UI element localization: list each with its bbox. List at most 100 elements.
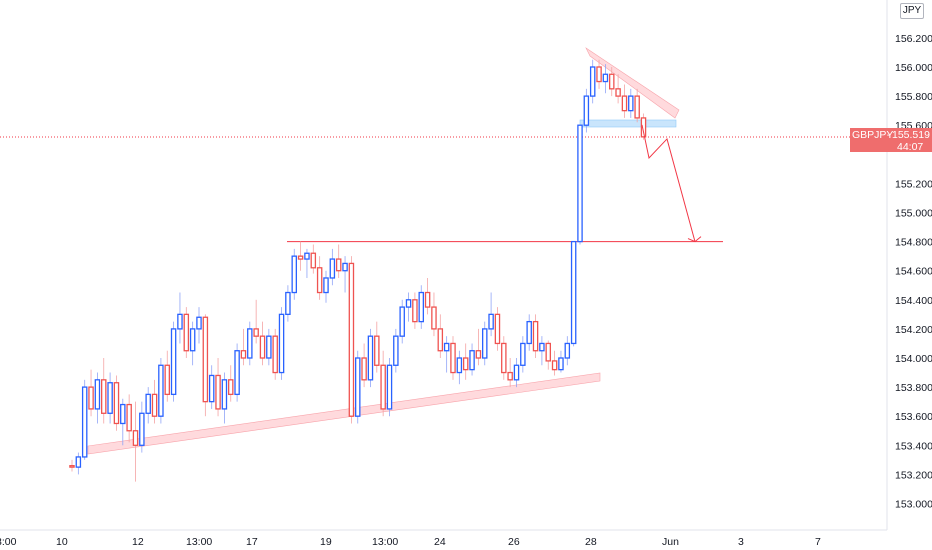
x-tick-label: Jun xyxy=(662,536,679,548)
x-tick-label: 28 xyxy=(585,536,597,548)
candle-body xyxy=(418,291,424,323)
candle-body xyxy=(640,117,647,138)
candle-body xyxy=(488,313,494,330)
candle xyxy=(291,248,297,300)
candle xyxy=(558,350,564,373)
candle xyxy=(132,401,139,482)
price-axis[interactable]: 156.200156.000155.800155.600155.200155.0… xyxy=(886,0,932,530)
candle-body xyxy=(234,350,240,396)
candle xyxy=(589,59,596,104)
candle-body xyxy=(329,258,336,279)
candle xyxy=(640,113,647,140)
candle xyxy=(628,88,634,118)
x-tick-label: 10 xyxy=(56,536,68,548)
candle-body xyxy=(164,364,170,396)
candle xyxy=(551,350,558,376)
y-tick-label: 154.400 xyxy=(895,295,932,307)
candle-body xyxy=(558,357,564,371)
candle-body xyxy=(424,291,431,308)
candle-body xyxy=(399,306,405,337)
candle-body xyxy=(481,328,488,359)
time-axis[interactable]: 3:00 10 12 13:00 17 19 13:00 24 26 28 Jun 3 7 xyxy=(0,529,887,548)
candle xyxy=(272,328,278,380)
candle-body xyxy=(75,456,82,468)
candle xyxy=(177,292,183,344)
last-price-value: 155.519 xyxy=(892,129,930,141)
candle xyxy=(374,321,380,373)
x-tick-label: 3 xyxy=(738,536,744,548)
candle xyxy=(393,328,399,373)
candle xyxy=(310,244,317,274)
candle-body xyxy=(393,335,399,366)
last-price-label: GBPJPY - 155.519 44:07 xyxy=(850,128,932,153)
candle-body xyxy=(545,342,552,362)
candle-body xyxy=(609,73,615,90)
candle xyxy=(634,88,640,123)
candle-body xyxy=(634,95,640,119)
candle-body xyxy=(532,320,539,352)
candle xyxy=(196,307,202,344)
candle-body xyxy=(208,374,215,403)
candle xyxy=(507,358,513,388)
candle xyxy=(412,292,418,329)
candle-body xyxy=(405,299,412,308)
candlestick-series xyxy=(69,59,647,482)
candle-body xyxy=(602,73,609,83)
candle xyxy=(266,328,272,366)
candle xyxy=(361,343,367,388)
candle-body xyxy=(113,382,120,425)
candle xyxy=(469,343,475,376)
candle-body xyxy=(621,95,628,112)
candle-body xyxy=(266,335,272,359)
candle xyxy=(278,307,285,380)
candle-body xyxy=(189,328,196,352)
candle xyxy=(526,314,532,351)
x-tick-label: 7 xyxy=(815,536,821,548)
candle xyxy=(259,321,266,366)
candle-body xyxy=(412,299,418,323)
candle-body xyxy=(539,342,545,352)
candle-body xyxy=(335,258,342,272)
candle xyxy=(348,256,355,424)
y-tick-label: 155.800 xyxy=(895,91,932,103)
candle xyxy=(151,379,158,424)
y-tick-label: 153.800 xyxy=(895,382,932,394)
bar-countdown: 44:07 xyxy=(897,141,924,153)
y-tick-label: 153.400 xyxy=(895,440,932,452)
candle xyxy=(285,285,291,322)
candle xyxy=(564,336,571,366)
candle-body xyxy=(526,320,532,345)
candle-body xyxy=(240,350,247,359)
resistance-trendline-zone xyxy=(585,47,680,119)
candle xyxy=(481,321,488,366)
candle xyxy=(323,270,329,303)
candle-body xyxy=(158,364,164,417)
candle xyxy=(126,394,132,443)
candle xyxy=(570,240,577,347)
candle-body xyxy=(88,386,94,410)
candle-body xyxy=(69,465,75,468)
candle xyxy=(488,292,494,337)
candle xyxy=(342,256,348,293)
y-tick-label: 156.000 xyxy=(895,62,932,74)
candle xyxy=(329,248,336,286)
y-tick-label: 155.200 xyxy=(895,178,932,190)
candle xyxy=(386,358,393,417)
candle-body xyxy=(342,262,348,272)
candle-body xyxy=(431,306,437,330)
candle xyxy=(462,343,469,380)
currency-label[interactable]: JPY xyxy=(900,3,924,19)
candle-body xyxy=(507,371,513,381)
candle xyxy=(520,336,526,373)
projection-arrow xyxy=(641,124,702,243)
candle xyxy=(69,459,75,472)
candle xyxy=(475,328,482,366)
candle-body xyxy=(589,66,596,97)
candle xyxy=(437,314,444,358)
candle xyxy=(513,358,520,388)
candle-body xyxy=(348,262,355,417)
chart-pane[interactable] xyxy=(0,47,887,482)
candle-body xyxy=(367,335,374,381)
candle-body xyxy=(120,403,126,425)
